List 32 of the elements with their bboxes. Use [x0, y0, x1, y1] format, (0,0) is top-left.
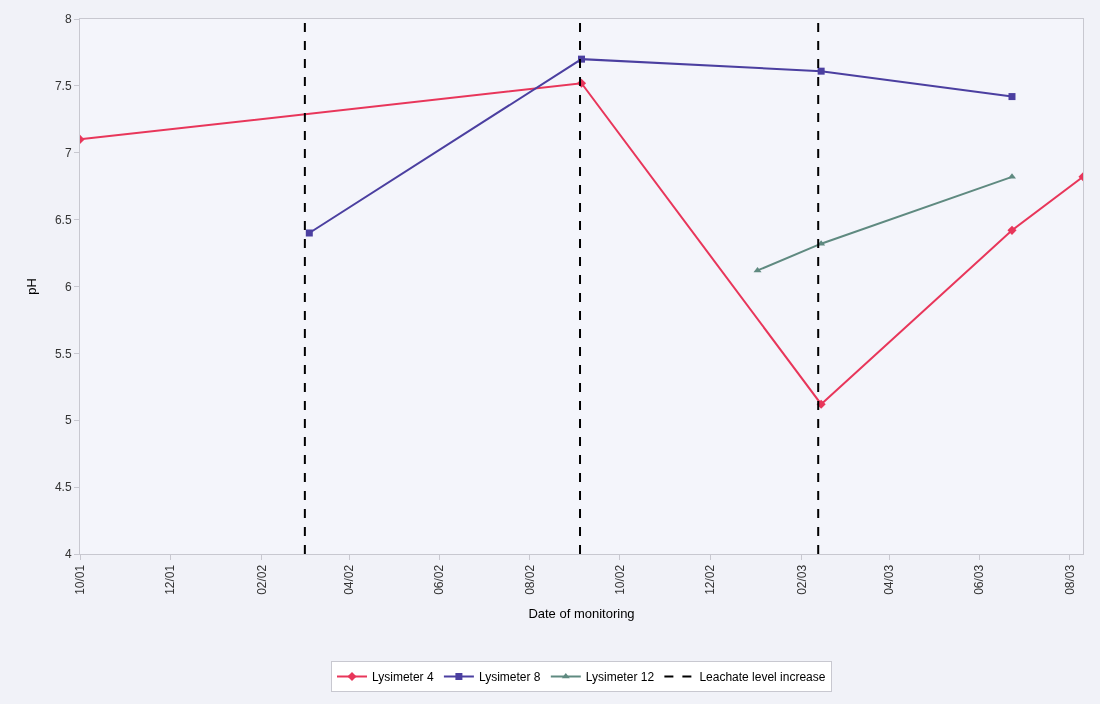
x-tick-label: 06/02 — [432, 564, 447, 595]
legend-label: Lysimeter 12 — [585, 670, 655, 685]
x-tick-label: 08/02 — [522, 564, 537, 595]
point — [1008, 93, 1016, 101]
y-tick-label: 5 — [64, 413, 72, 428]
point — [1007, 225, 1017, 235]
y-tick-label: 4 — [64, 547, 72, 562]
x-tick-label: 12/01 — [163, 564, 178, 595]
x-tick-label: 02/02 — [254, 564, 269, 595]
y-axis-title: pH — [23, 278, 39, 295]
y-tick-label: 8 — [64, 12, 72, 27]
legend-label: Lysimeter 4 — [372, 670, 434, 685]
x-tick-label: 02/03 — [794, 564, 809, 595]
y-tick-label: 5.5 — [54, 346, 72, 361]
x-tick-label: 10/02 — [612, 564, 627, 595]
y-tick-label: 7 — [64, 145, 72, 160]
x-axis-title: Date of monitoring — [528, 606, 635, 622]
x-tick-label: 10/01 — [72, 564, 87, 595]
y-tick-label: 6 — [64, 279, 72, 294]
x-tick-label: 06/03 — [972, 564, 987, 595]
x-tick-label: 12/02 — [703, 564, 718, 595]
x-tick-label: 04/02 — [342, 564, 357, 595]
legend-label: Leachate level increase — [699, 670, 826, 685]
point — [305, 229, 313, 237]
point — [817, 67, 825, 75]
y-tick-label: 4.5 — [54, 480, 72, 495]
x-tick-label: 08/03 — [1062, 564, 1077, 595]
x-tick-label: 04/03 — [882, 564, 897, 595]
legend-label: Lysimeter 8 — [478, 670, 541, 685]
y-tick-label: 7.5 — [54, 79, 72, 94]
point — [753, 266, 762, 273]
y-tick-label: 6.5 — [54, 212, 72, 227]
